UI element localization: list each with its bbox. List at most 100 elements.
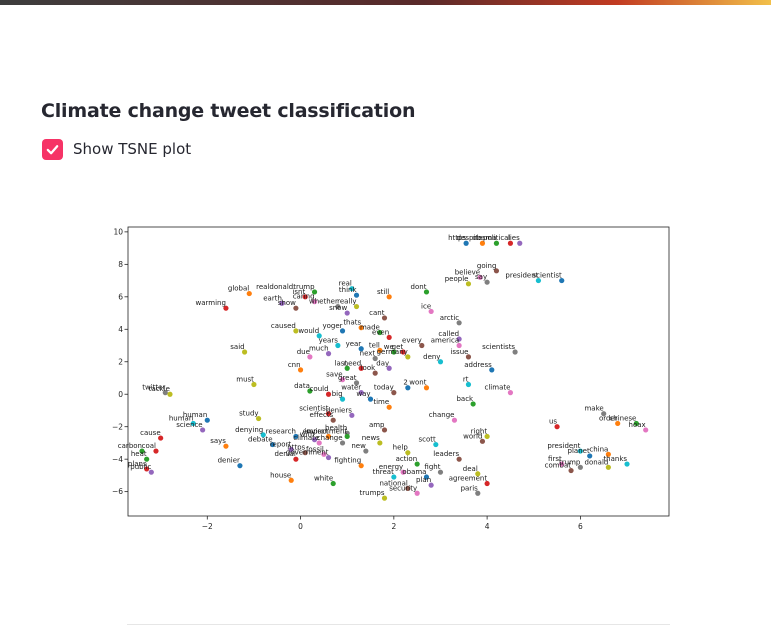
word-label: environment (303, 427, 348, 435)
word-label: called (438, 330, 459, 338)
word-label: change (429, 411, 455, 419)
word-label: scientist (299, 405, 329, 413)
word-label: new (351, 442, 366, 450)
scatter-point (344, 310, 350, 316)
scatter-point (162, 390, 168, 396)
word-label: chinese (609, 414, 636, 422)
word-label: wont (409, 379, 426, 387)
scatter-point (260, 432, 266, 438)
scatter-point (386, 334, 392, 341)
scatter-point (339, 396, 346, 402)
word-label: amp (369, 421, 385, 429)
scatter-point (484, 279, 490, 285)
y-tick-label: −4 (112, 455, 123, 464)
scatter-point (428, 308, 434, 315)
scatter-point (167, 391, 173, 397)
word-label: combat (545, 462, 572, 470)
scatter-point (577, 448, 583, 454)
word-label: study (239, 410, 258, 418)
word-label: way (356, 390, 370, 398)
word-label: obama (472, 234, 496, 242)
word-label: plans (128, 460, 147, 468)
scatter-point (148, 469, 154, 475)
scatter-point (144, 466, 150, 472)
word-label: scientists (482, 343, 515, 351)
scatter-point (456, 320, 462, 326)
y-tick-label: 6 (118, 292, 123, 301)
scatter-point (559, 277, 565, 284)
scatter-point (325, 433, 332, 440)
scatter-point (153, 448, 159, 454)
scatter-point (512, 349, 518, 355)
scatter-point (405, 354, 411, 360)
word-label: last (335, 359, 348, 367)
scatter-point (554, 424, 560, 430)
word-label: trumps (360, 489, 385, 497)
word-label: deny (423, 353, 440, 361)
word-label: big (332, 390, 343, 398)
scatter-point (297, 367, 304, 373)
word-label: hoax (629, 421, 646, 429)
word-label: people (445, 275, 469, 283)
word-label: must (236, 375, 254, 383)
word-label: house (270, 471, 291, 479)
word-label: great (338, 374, 357, 382)
word-label: fighting (334, 457, 361, 465)
word-label: data (294, 382, 310, 390)
word-label: despite (457, 234, 483, 242)
word-label: deal (463, 465, 478, 473)
scatter-point (475, 490, 481, 496)
word-label: tackle (149, 385, 170, 393)
word-label: ice (421, 302, 431, 310)
scatter-point (587, 453, 593, 459)
scatter-point (158, 435, 164, 441)
word-label: realdonaldtrump (256, 283, 315, 291)
word-labels: httpsdespiteobamapoliticalliesgoingbelie… (118, 234, 646, 497)
word-label: white (314, 475, 333, 483)
scatter-point (456, 336, 462, 342)
scatter-point (358, 365, 364, 371)
scatter-point (246, 290, 252, 297)
scatter-point (363, 448, 369, 454)
word-label: right (471, 427, 488, 435)
scatter-point (358, 463, 364, 469)
scatter-point (307, 388, 313, 394)
show-tsne-checkbox[interactable] (42, 138, 63, 160)
scatter-point (321, 451, 327, 457)
word-label: rt (463, 375, 469, 383)
scatter-point (241, 349, 248, 355)
scatter-point (643, 427, 649, 433)
word-label: leaders (433, 450, 459, 458)
scatter-point (288, 446, 294, 453)
scatter-point (601, 411, 607, 417)
scatter-point (344, 365, 350, 371)
scatter-point (456, 456, 462, 462)
scatter-point (311, 437, 318, 443)
scatter-point (377, 440, 383, 446)
y-tick-label: 8 (118, 260, 123, 269)
word-label: donald (585, 458, 609, 466)
word-label: would (298, 327, 319, 335)
word-label: caring (293, 293, 315, 301)
word-label: denying (235, 426, 263, 434)
word-label: earth (263, 294, 282, 302)
word-label: order (599, 414, 618, 422)
x-tick-label: 4 (485, 522, 490, 530)
show-tsne-checkbox-label: Show TSNE plot (73, 140, 192, 158)
x-tick-label: −2 (202, 522, 213, 530)
scatter-point (615, 420, 621, 427)
word-label: next (360, 350, 376, 358)
word-label: report (270, 440, 292, 448)
scatter-point (293, 456, 299, 462)
word-label: president (547, 442, 580, 450)
scatter-point (484, 433, 490, 440)
scatter-point (493, 268, 500, 274)
word-label: said (230, 343, 244, 351)
word-label: cause (140, 429, 161, 437)
word-label: fight (424, 463, 440, 471)
show-tsne-checkbox-row[interactable]: Show TSNE plot (42, 138, 191, 160)
scatter-point (255, 415, 262, 422)
scatter-point (386, 404, 392, 410)
word-label: denial (275, 450, 296, 458)
word-label: says (210, 437, 226, 445)
